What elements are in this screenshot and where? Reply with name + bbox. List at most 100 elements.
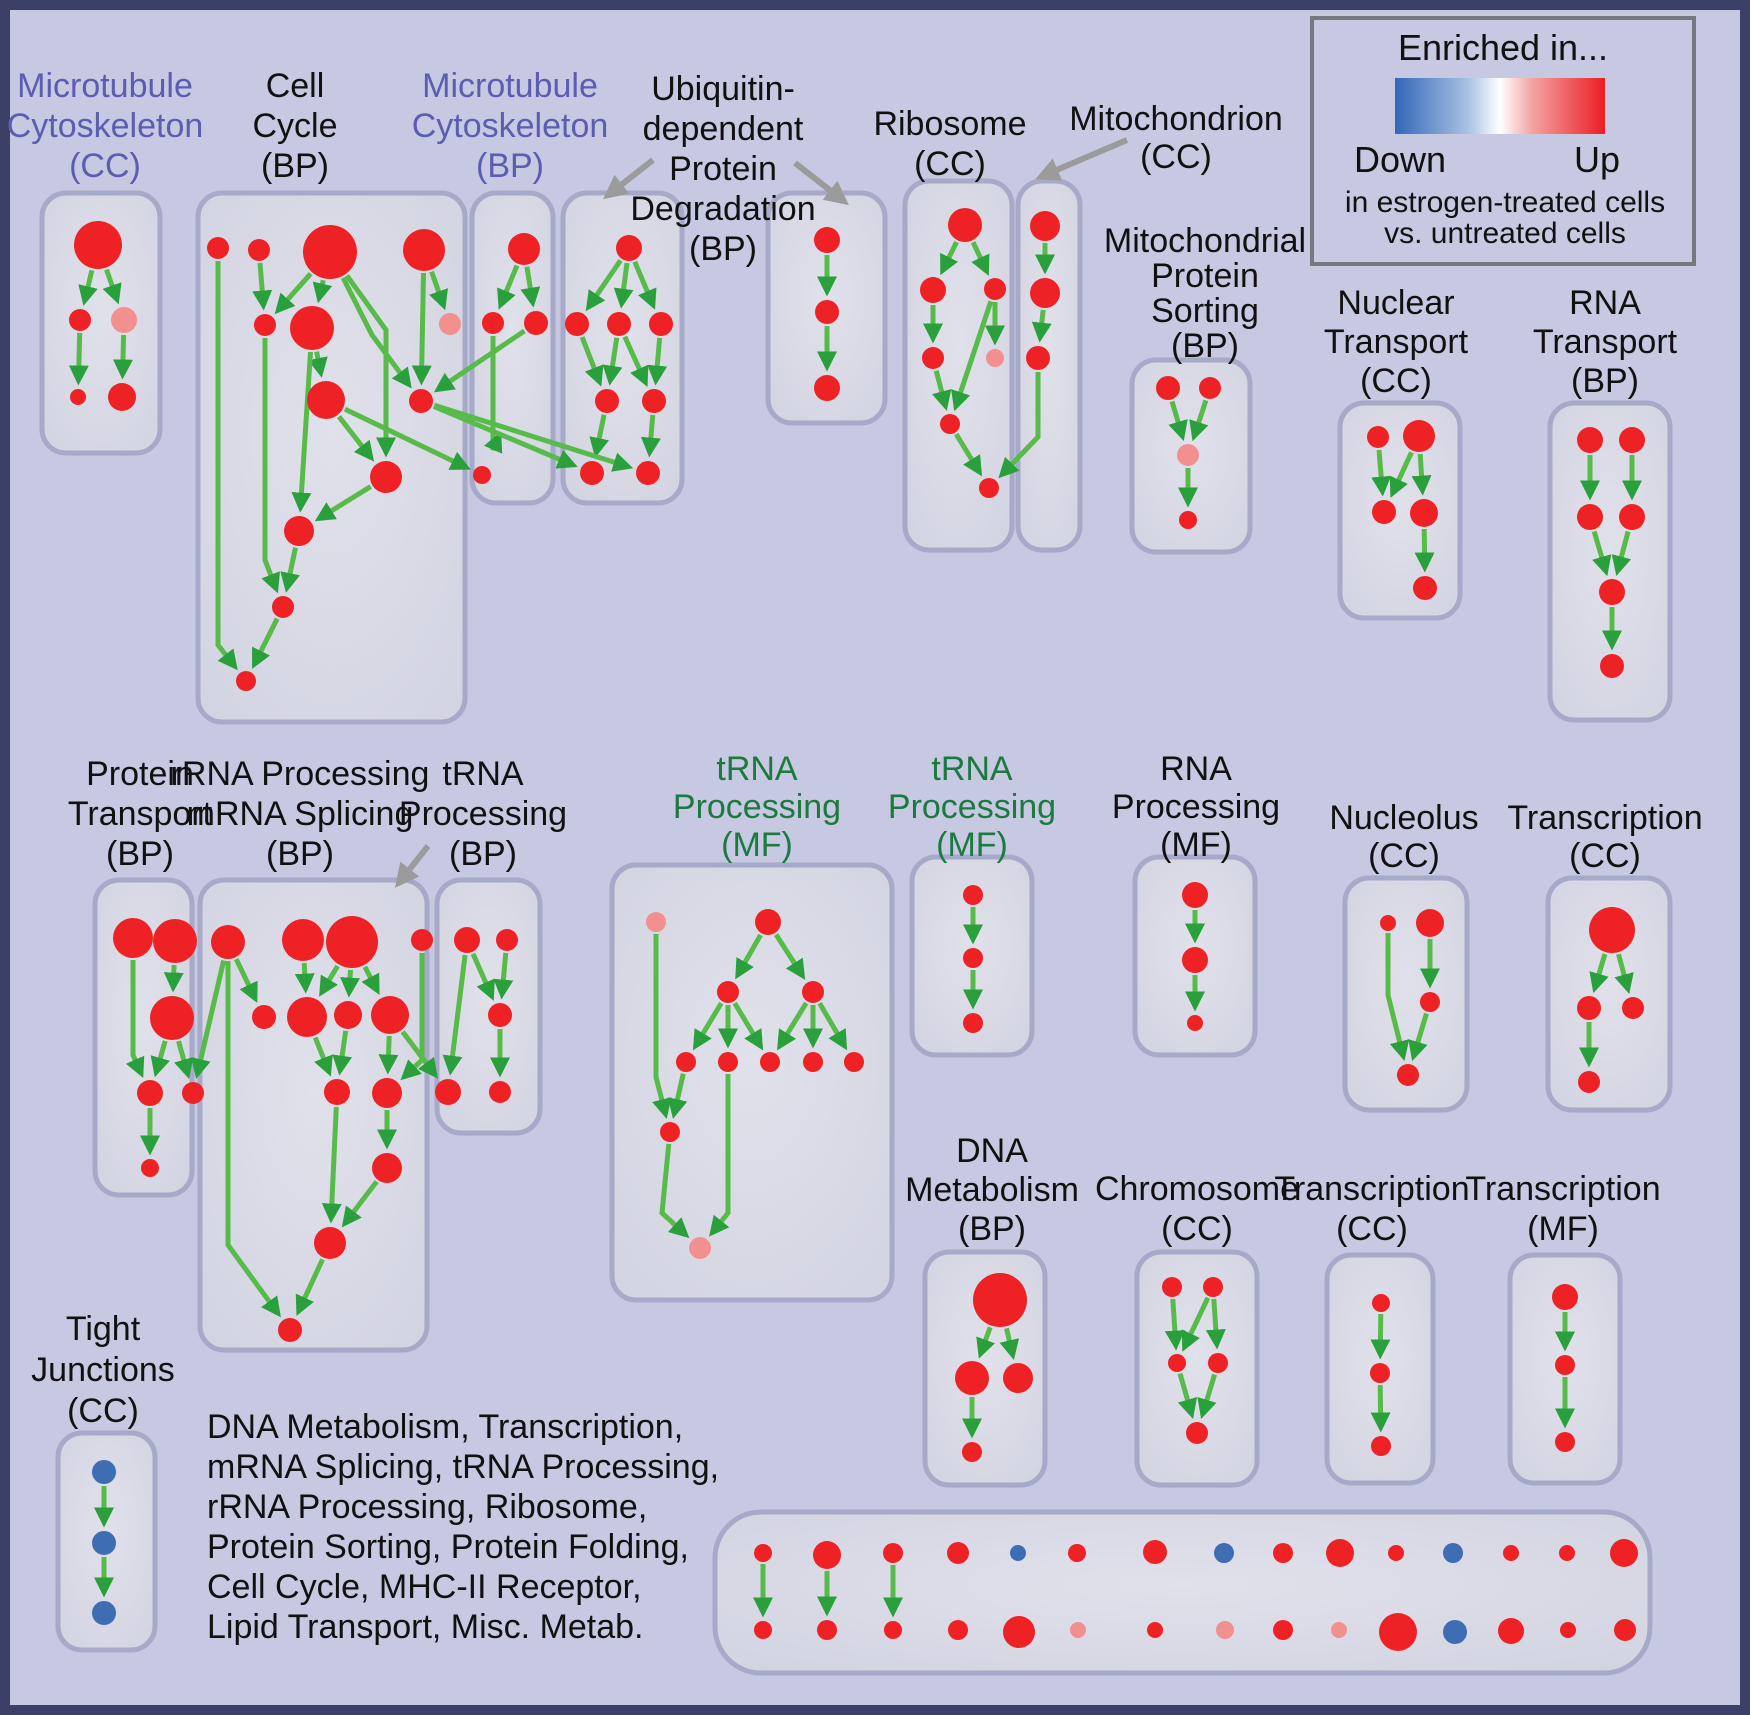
edge-arrow-cc3-cc8 — [411, 272, 432, 386]
gene-set-node-rt4 — [1599, 579, 1625, 605]
gene-set-node-rr2 — [326, 916, 378, 968]
cluster-box-trnamf1 — [609, 862, 895, 1303]
edge-arrow-tm9-tm10 — [659, 1143, 690, 1239]
edge-arrow-cc8-ub6 — [432, 404, 578, 469]
edge-arrow-tc0-tc2 — [1614, 953, 1634, 994]
edge-arrow-ub5-ub7 — [640, 414, 661, 458]
cluster-label-ntrans-line3: (CC) — [1360, 362, 1432, 400]
gene-set-node-c15 — [1614, 1619, 1636, 1641]
cluster-box-ntrans — [1337, 400, 1463, 621]
edge-arrow-rb0-rb2 — [970, 241, 990, 276]
cluster-label-mito-line1: Mitochondrion — [1069, 100, 1283, 138]
gene-set-node-nt4 — [1413, 576, 1437, 600]
gene-set-node-nc1 — [1416, 909, 1444, 937]
edge-arrow-ch0-ch2 — [1164, 1298, 1185, 1351]
gene-set-node-tz0 — [1372, 1294, 1390, 1312]
legend-down-label: Down — [1354, 139, 1446, 180]
gene-set-node-b2 — [813, 1541, 841, 1569]
gene-set-node-c3 — [884, 1621, 902, 1639]
gene-set-node-nc3 — [1397, 1064, 1419, 1086]
edge-arrow-tb0-tb2 — [470, 952, 495, 1001]
gene-set-node-b14 — [1559, 1545, 1575, 1561]
gene-set-node-tc3 — [1578, 1071, 1600, 1093]
edge-arrow-cc2-cc4 — [274, 272, 313, 315]
gene-set-node-ch1 — [1203, 1277, 1223, 1297]
edge-arrow-nc2-nc3 — [1408, 1012, 1429, 1062]
edges-layer — [68, 240, 1642, 1618]
gene-set-node-mtcc3 — [70, 389, 86, 405]
gene-set-node-ch4 — [1186, 1422, 1208, 1444]
cluster-label-rrna-line1: rRNA Processing — [171, 755, 430, 793]
edge-arrow-rr7-tb3 — [400, 1030, 439, 1079]
cluster-label-ptrans-line1: Protein — [86, 755, 194, 793]
gene-set-node-ms2 — [1177, 444, 1199, 466]
gene-set-node-tf0 — [1552, 1284, 1578, 1310]
gene-set-node-b5 — [1010, 1545, 1026, 1561]
gene-set-node-nt3 — [1410, 499, 1438, 527]
gene-set-node-tb4 — [489, 1081, 511, 1103]
cluster-label-trnamf1-line1: tRNA — [716, 750, 798, 788]
gene-set-node-b3 — [883, 1543, 903, 1563]
labels-layer: MicrotubuleCytoskeleton(CC)CellCycle(BP)… — [7, 16, 1703, 1646]
edge-arrow-tm2-tm6 — [732, 1001, 764, 1051]
gene-set-node-tm6 — [760, 1052, 780, 1072]
edge-arrow-ch1-ch2 — [1181, 1296, 1211, 1352]
edge-arrow-cc0-cc12 — [215, 261, 238, 671]
annotation-line6: Lipid Transport, Misc. Metab. — [207, 1608, 644, 1646]
cluster-label-trnamf2-line3: (MF) — [936, 826, 1008, 864]
cluster-label-rtrans-line1: RNA — [1569, 284, 1641, 322]
cluster-label-ub-line4: Degradation — [630, 190, 815, 228]
gene-set-node-mtcc4 — [108, 383, 136, 411]
gene-set-node-ub2a — [814, 227, 840, 253]
gene-set-node-nt0 — [1367, 426, 1389, 448]
edge-arrow-rr0-rr4 — [233, 958, 258, 1003]
edge-arrow-cc7-mtbp3 — [343, 406, 471, 470]
cluster-label-rtrans-line3: (BP) — [1571, 362, 1639, 400]
gene-set-node-b10 — [1326, 1539, 1354, 1567]
edge-arrow-rr0-pt4 — [191, 959, 227, 1079]
gene-set-node-mtcc2 — [111, 307, 137, 333]
gene-set-node-tf2 — [1555, 1432, 1575, 1452]
edge-arrow-cc7-cc9 — [336, 415, 375, 462]
gene-set-node-pt0 — [113, 918, 153, 958]
edge-arrow-dn0-dn1 — [976, 1326, 996, 1359]
gene-set-node-tb2 — [488, 1003, 512, 1027]
gene-set-node-cc7 — [307, 381, 345, 419]
edge-arrow-tb0-tb3 — [442, 954, 468, 1076]
gene-set-node-nt1 — [1403, 420, 1435, 452]
cluster-label-trnamf1-line3: (MF) — [721, 826, 793, 864]
annotation-line2: mRNA Splicing, tRNA Processing, — [207, 1448, 719, 1486]
gene-set-node-rr8 — [324, 1079, 350, 1105]
gene-set-node-dn2 — [1003, 1363, 1033, 1393]
gene-set-node-pt1 — [153, 919, 197, 963]
gene-set-node-pt3 — [137, 1080, 163, 1106]
legend-subtitle-2: vs. untreated cells — [1384, 217, 1626, 250]
gene-set-node-tm3 — [802, 981, 824, 1003]
legend-up-label: Up — [1574, 139, 1620, 180]
cluster-label-mtcc-line1: Microtubule — [17, 67, 193, 105]
gene-set-node-rb5 — [940, 414, 960, 434]
gene-set-node-tc2 — [1622, 997, 1644, 1019]
gene-set-node-ch3 — [1208, 1353, 1228, 1373]
gene-set-node-tb3 — [435, 1079, 461, 1105]
gene-set-node-rt2 — [1577, 504, 1603, 530]
edge-arrow-mi2-rb6 — [998, 372, 1041, 479]
cluster-label-ub-line5: (BP) — [689, 230, 757, 268]
edge-arrow-ch2-ch4 — [1177, 1372, 1198, 1420]
gene-set-node-cc1 — [248, 239, 270, 261]
annotation-line4: Protein Sorting, Protein Folding, — [207, 1528, 689, 1566]
edge-arrow-cc4-cc11 — [261, 338, 281, 594]
edge-arrow-ub1-ub4 — [579, 336, 604, 387]
legend-gradient-bar — [1395, 78, 1605, 134]
edge-arrow-nc0-nc3 — [1385, 933, 1410, 1061]
edge-arrow-cc1-cc4 — [252, 262, 273, 311]
gene-set-node-cc8 — [409, 389, 433, 413]
cluster-label-ptrans-line2: Transport — [68, 795, 213, 833]
cluster-label-ub-line1: Ubiquitin- — [651, 70, 795, 108]
cluster-box-misc — [712, 1509, 1653, 1676]
edge-arrow-tm5-tm10 — [709, 1074, 731, 1237]
edge-arrow-mtbp0-mtbp2 — [520, 266, 541, 308]
gene-set-node-b13 — [1503, 1545, 1519, 1561]
gene-set-node-cc4 — [254, 314, 276, 336]
gene-set-node-c11 — [1379, 1613, 1417, 1651]
